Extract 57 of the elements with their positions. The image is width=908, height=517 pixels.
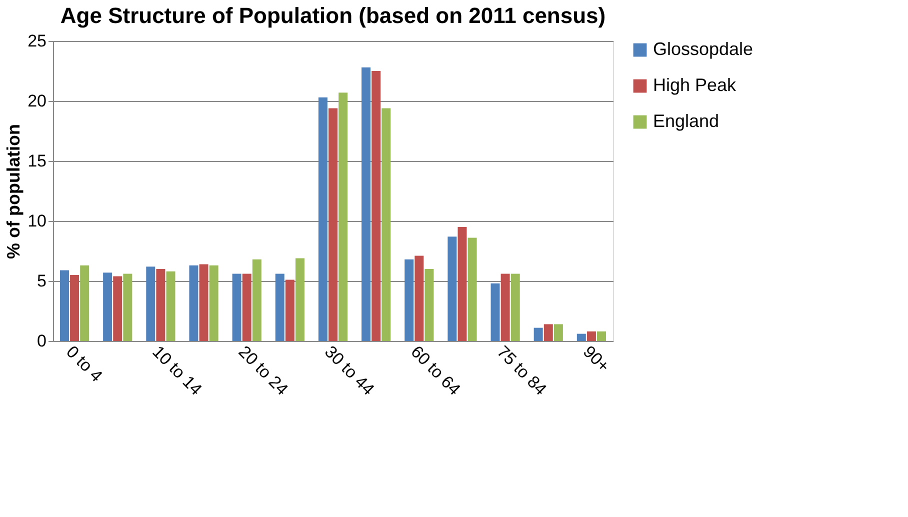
bar: [103, 272, 112, 341]
bar: [275, 274, 284, 341]
y-axis-title: % of population: [4, 124, 24, 259]
y-tick-label: 20: [28, 92, 46, 110]
bar: [189, 265, 198, 341]
bar: [510, 274, 520, 341]
bar: [554, 324, 563, 341]
bar: [586, 331, 596, 341]
bar: [285, 280, 294, 341]
bar: [60, 270, 69, 341]
x-tick-label: 0 to 4: [62, 342, 106, 386]
y-tick-label: 0: [37, 332, 46, 350]
x-tick-label: 20 to 24: [234, 342, 292, 399]
bar: [490, 283, 500, 341]
bar: [338, 92, 348, 341]
bar: [500, 274, 510, 341]
x-tick-label: 10 to 14: [148, 342, 206, 399]
bar: [414, 256, 424, 341]
bar: [232, 274, 242, 341]
bar: [166, 271, 176, 341]
x-tick-label: 30 to 44: [320, 342, 378, 399]
x-tick-label: 60 to 64: [407, 342, 464, 399]
bar: [146, 266, 156, 341]
bar: [372, 71, 381, 341]
y-tick-label: 15: [28, 152, 46, 170]
bar: [123, 274, 132, 341]
bar: [295, 258, 304, 341]
bar: [544, 324, 553, 341]
bar: [424, 269, 434, 341]
bar: [70, 275, 80, 341]
bar: [113, 276, 122, 341]
bar: [252, 259, 262, 341]
bar: [209, 265, 218, 341]
y-tick-label: 5: [37, 272, 46, 290]
bar: [448, 236, 457, 341]
y-tick-label: 25: [28, 32, 46, 50]
bar: [80, 265, 90, 341]
bar: [328, 108, 338, 341]
bar: [382, 108, 391, 341]
x-tick-label: 75 to 84: [493, 342, 550, 399]
bar: [318, 97, 328, 341]
x-tick-label: 90+: [579, 342, 614, 376]
bar: [534, 328, 543, 341]
bar: [242, 274, 252, 341]
legend-label: High Peak: [653, 75, 738, 95]
bar: [404, 259, 414, 341]
bar: [576, 334, 586, 341]
legend-label: England: [653, 111, 720, 131]
y-tick-label: 10: [28, 212, 46, 230]
bar: [468, 238, 477, 341]
bar: [597, 331, 606, 341]
chart-title: Age Structure of Population (based on 2011 census): [60, 3, 606, 28]
bar: [156, 269, 166, 341]
bar: [362, 67, 371, 341]
bar: [458, 227, 467, 341]
bar: [199, 264, 208, 341]
legend-label: Glossopdale: [653, 39, 754, 59]
